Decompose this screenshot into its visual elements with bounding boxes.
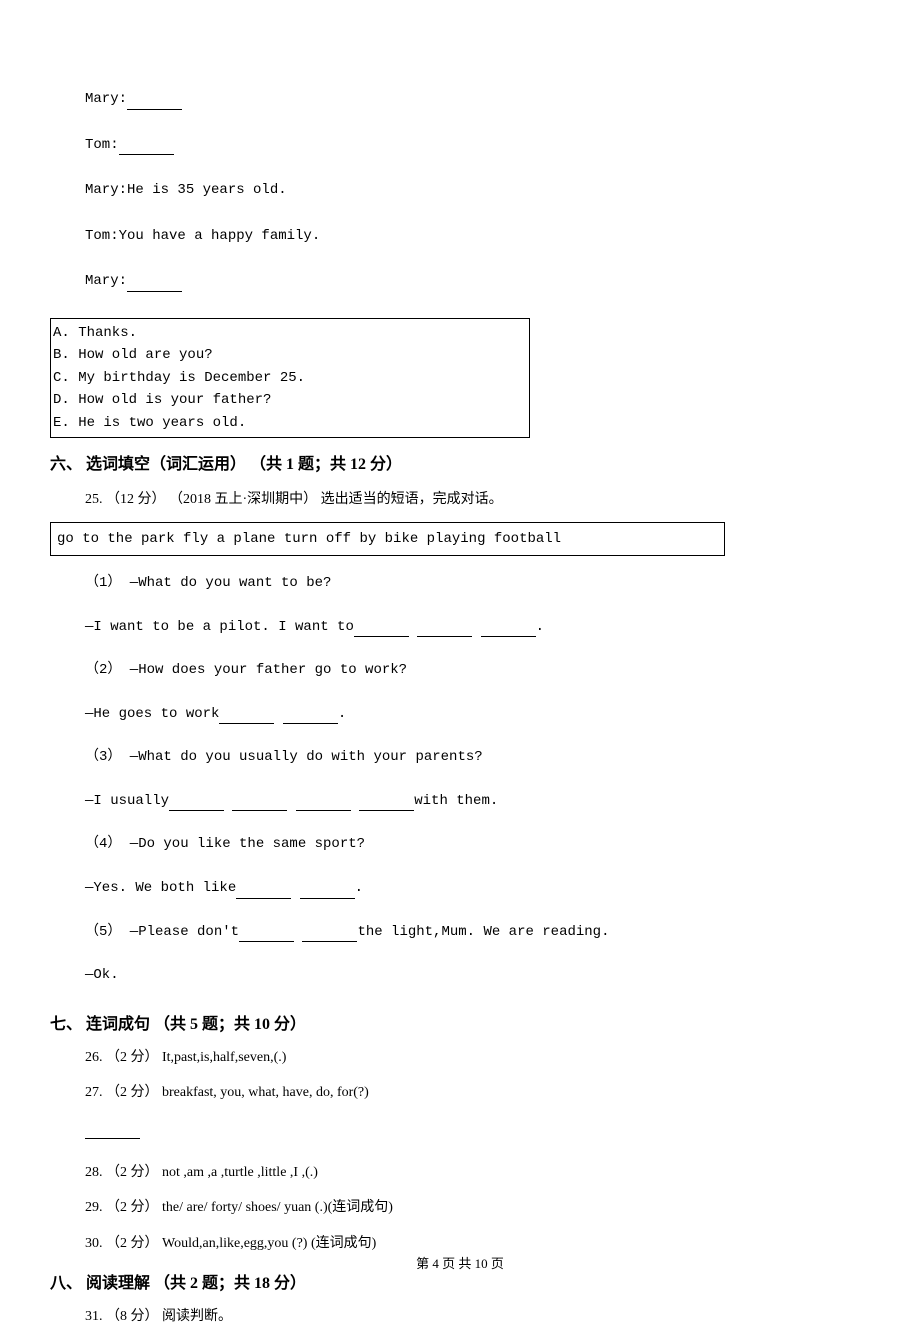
blank-fill[interactable]: [481, 623, 536, 637]
blank-fill[interactable]: [119, 141, 174, 155]
blank-fill[interactable]: [169, 797, 224, 811]
dialogue-mary-2: Mary:He is 35 years old.: [85, 181, 870, 201]
speaker-text: Tom:: [85, 137, 119, 153]
section-7-title: 七、 连词成句 （共 5 题；共 10 分）: [50, 1010, 870, 1034]
text-pre: —Yes. We both like: [85, 880, 236, 896]
section-6-title: 六、 选词填空（词汇运用） （共 1 题；共 12 分）: [50, 450, 870, 474]
option-a: A. Thanks.: [51, 322, 529, 344]
dialogue-tom-2: Tom:You have a happy family.: [85, 227, 870, 247]
dialogue-text: Mary:He is 35 years old.: [85, 182, 287, 198]
blank-fill[interactable]: [127, 278, 182, 292]
blank-fill[interactable]: [354, 623, 409, 637]
question-29: 29. （2 分） the/ are/ forty/ shoes/ yuan (…: [85, 1198, 870, 1218]
text-pre: （5） —Please don't: [85, 924, 239, 940]
blank-fill[interactable]: [232, 797, 287, 811]
question-27: 27. （2 分） breakfast, you, what, have, do…: [85, 1083, 870, 1103]
option-d: D. How old is your father?: [51, 389, 529, 411]
q25-5b: —Ok.: [85, 966, 870, 986]
blank-fill[interactable]: [236, 885, 291, 899]
q25-4a: （4） —Do you like the same sport?: [85, 835, 870, 855]
q25-1b: —I want to be a pilot. I want to .: [85, 618, 870, 638]
question-28: 28. （2 分） not ,am ,a ,turtle ,little ,I …: [85, 1163, 870, 1183]
speaker-text: Mary:: [85, 91, 127, 107]
text-pre: —I usually: [85, 793, 169, 809]
blank-fill[interactable]: [300, 885, 355, 899]
dialogue-mary-1: Mary:: [85, 90, 870, 110]
q25-3a: （3） —What do you usually do with your pa…: [85, 748, 870, 768]
text-post: .: [338, 706, 346, 722]
blank-fill[interactable]: [239, 928, 294, 942]
blank-fill[interactable]: [417, 623, 472, 637]
blank-fill[interactable]: [296, 797, 351, 811]
text-post: .: [536, 619, 544, 635]
blank-fill[interactable]: [359, 797, 414, 811]
q25-3b: —I usually with them.: [85, 792, 870, 812]
option-b: B. How old are you?: [51, 344, 529, 366]
question-26: 26. （2 分） It,past,is,half,seven,(.): [85, 1048, 870, 1068]
text-pre: —I want to be a pilot. I want to: [85, 619, 354, 635]
q25-2a: （2） —How does your father go to work?: [85, 661, 870, 681]
q25-2b: —He goes to work .: [85, 705, 870, 725]
option-e: E. He is two years old.: [51, 412, 529, 434]
blank-fill[interactable]: [219, 710, 274, 724]
dialogue-text: Tom:You have a happy family.: [85, 228, 320, 244]
q25-4b: —Yes. We both like .: [85, 879, 870, 899]
q25-1a: （1） —What do you want to be?: [85, 574, 870, 594]
section-8-title: 八、 阅读理解 （共 2 题；共 18 分）: [50, 1269, 870, 1293]
blank-fill[interactable]: [127, 96, 182, 110]
option-c: C. My birthday is December 25.: [51, 367, 529, 389]
question-27-blank: [85, 1119, 870, 1139]
text-post: the light,Mum. We are reading.: [357, 924, 609, 940]
text-post: with them.: [414, 793, 498, 809]
question-31: 31. （8 分） 阅读判断。: [85, 1307, 870, 1327]
dialogue-mary-3: Mary:: [85, 272, 870, 292]
question-25-intro: 25. （12 分） （2018 五上·深圳期中） 选出适当的短语，完成对话。: [85, 488, 870, 508]
text-post: .: [355, 880, 363, 896]
text-pre: —He goes to work: [85, 706, 219, 722]
question-30: 30. （2 分） Would,an,like,egg,you (?) (连词成…: [85, 1234, 870, 1254]
dialogue-tom-1: Tom:: [85, 136, 870, 156]
blank-fill[interactable]: [302, 928, 357, 942]
phrase-box: go to the park fly a plane turn off by b…: [50, 522, 725, 556]
page-footer: 第 4 页 共 10 页: [0, 1253, 920, 1272]
speaker-text: Mary:: [85, 273, 127, 289]
options-box: A. Thanks. B. How old are you? C. My bir…: [50, 318, 530, 438]
q25-5a: （5） —Please don't the light,Mum. We are …: [85, 923, 870, 943]
blank-fill[interactable]: [283, 710, 338, 724]
blank-fill[interactable]: [85, 1125, 140, 1139]
